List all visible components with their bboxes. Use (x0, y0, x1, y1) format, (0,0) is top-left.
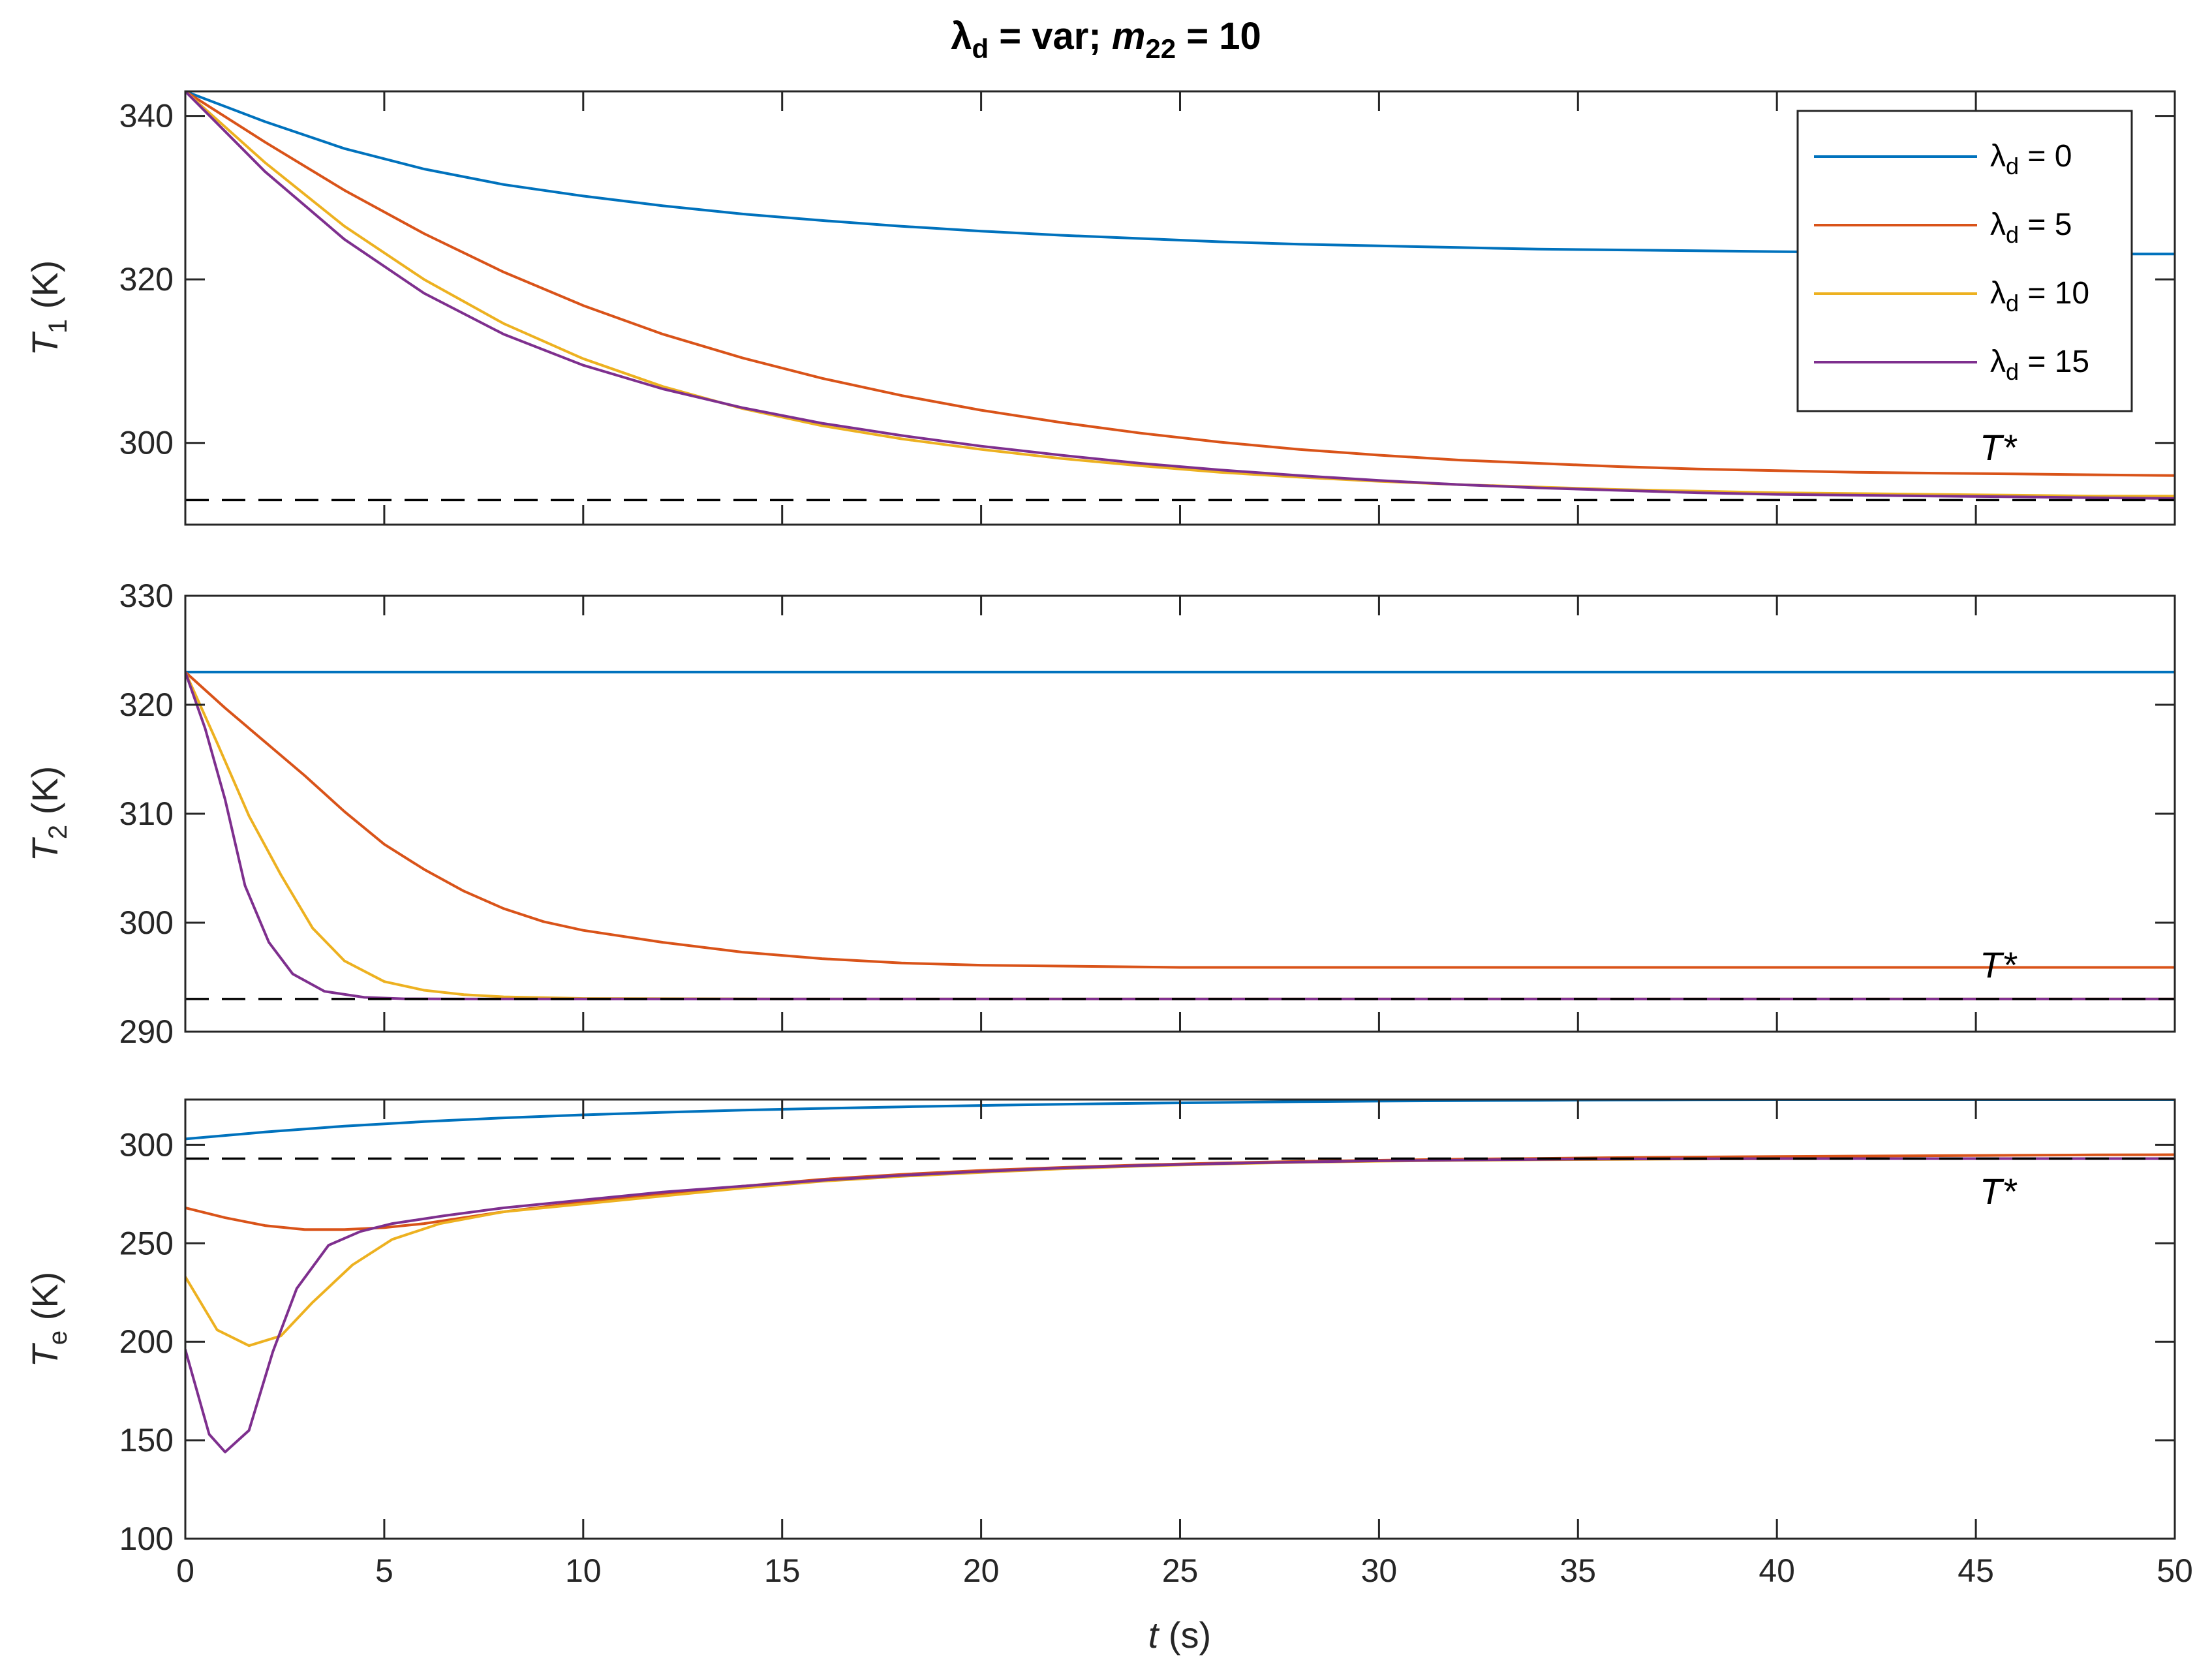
panel-t1-series-lambda-d-5 (185, 91, 2175, 477)
panel-t2-ytick-label: 290 (119, 1013, 174, 1050)
x-axis-label: t (s) (1148, 1614, 1211, 1656)
panel-te-reference-label: T* (1980, 1171, 2018, 1212)
panel-t2-ytick-label: 320 (119, 686, 174, 723)
panel-t1-ticks: 300 320 340 (119, 91, 2176, 525)
panel-te-ytick-label: 150 (119, 1422, 174, 1458)
panel-t1-frame (184, 90, 2176, 526)
title-lambda-subscript: d (972, 33, 989, 64)
panel-t1-series-lambda-d-15 (185, 91, 2175, 500)
panel-t2-series-lambda-d-5 (185, 670, 2175, 969)
panel-te-frame (184, 1098, 2176, 1540)
panel-te-xtick-label: 25 (1162, 1552, 1199, 1589)
panel-te-xtick-label: 0 (176, 1552, 194, 1589)
panel-te-ytick-label: 300 (119, 1126, 174, 1163)
legend-entry-lambda-d-0: λd = 0 (1990, 139, 2072, 179)
panel-te-xtick-label: 50 (2157, 1552, 2193, 1589)
title-value: = 10 (1176, 15, 1261, 57)
panel-t1-ytick-label: 340 (119, 98, 174, 134)
panel-te: 100 150 200 250 300 0 5 10 15 20 25 30 35 40 45 50 Te (… (24, 1098, 2193, 1656)
panel-te-ylabel: Te (K) (24, 1272, 72, 1368)
panel-te-xtick-label: 30 (1361, 1552, 1398, 1589)
panel-t2-frame (184, 594, 2176, 1033)
legend-entry-lambda-d-10: λd = 10 (1990, 276, 2089, 316)
title-lambda: λ (951, 15, 972, 57)
panel-t1-ytick-label: 300 (119, 425, 174, 461)
panel-t2-reference-label: T* (1980, 944, 2018, 985)
panel-te-ytick-label: 200 (119, 1323, 174, 1360)
panel-t1-reference-label: T* (1980, 427, 2018, 468)
panel-t2-ytick-label: 310 (119, 795, 174, 832)
title-separator: = var; (989, 15, 1112, 57)
panel-te-xtick-label: 15 (764, 1552, 801, 1589)
title-m-subscript: 22 (1145, 33, 1176, 64)
panel-t1-series-lambda-d-10 (185, 91, 2175, 498)
figure-title: λd = var; m22 = 10 (951, 15, 1261, 64)
panel-te-xtick-label: 40 (1759, 1552, 1795, 1589)
panel-t1-ylabel: T1 (K) (24, 260, 72, 356)
panel-te-xtick-label: 35 (1559, 1552, 1596, 1589)
panel-te-xtick-label: 10 (565, 1552, 602, 1589)
panel-t2-ytick-label: 330 (119, 578, 174, 614)
panel-t2-ticks: 290 300 310 320 330 (119, 578, 2176, 1050)
legend-entry-lambda-d-5: λd = 5 (1990, 208, 2072, 248)
panel-t1: 300 320 340 T1 (K) T* λd = 0 λd = 5 λd = 1… (24, 90, 2176, 526)
panel-te-xtick-label: 5 (375, 1552, 393, 1589)
panel-t2: 290 300 310 320 330 T2 (K) T* (24, 578, 2176, 1050)
panel-te-ytick-label: 100 (119, 1520, 174, 1557)
panel-te-xtick-label: 45 (1958, 1552, 1994, 1589)
panel-t2-ylabel: T2 (K) (24, 766, 72, 862)
panel-t1-ytick-label: 320 (119, 261, 174, 298)
panel-t2-lines (185, 670, 2175, 1000)
panel-t1-legend: λd = 0 λd = 5 λd = 10 λd = 15 (1796, 110, 2133, 412)
panel-t2-ytick-label: 300 (119, 904, 174, 941)
title-m: m (1112, 15, 1146, 57)
panel-te-ytick-label: 250 (119, 1225, 174, 1261)
legend-entry-lambda-d-15: λd = 15 (1990, 345, 2089, 385)
panel-te-ticks: 100 150 200 250 300 0 5 10 15 20 25 30 35 40 45 50 (119, 1100, 2193, 1589)
panel-te-xtick-label: 20 (963, 1552, 1000, 1589)
